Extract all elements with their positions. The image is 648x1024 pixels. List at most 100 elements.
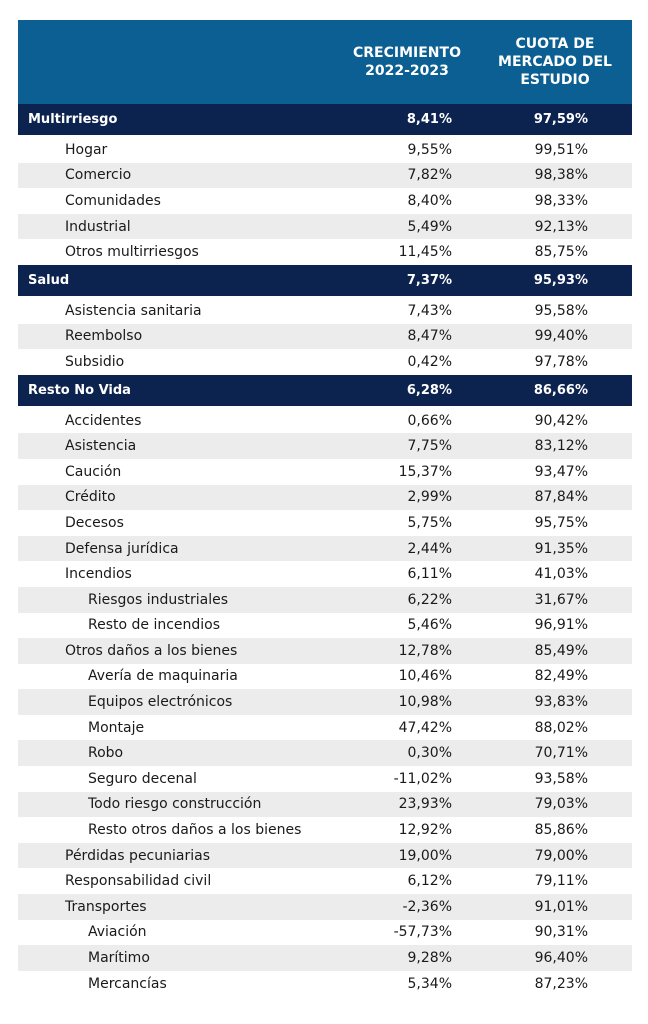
table-row: Reembolso 8,47% 99,40% [18,323,632,350]
row-share: 93,58% [534,770,588,787]
row-growth: 0,42% [407,353,452,370]
row-label: Resto otros daños a los bienes [88,822,302,839]
row-share: 95,58% [534,302,588,319]
row-label: Comercio [65,167,132,184]
group-row: Resto No Vida 6,28% 86,66% [18,374,632,406]
row-label: Montaje [88,719,145,736]
row-label: Avería de maquinaria [88,668,238,685]
table-row: Resto de incendios 5,46% 96,91% [18,613,632,639]
table-row: Otros daños a los bienes 12,78% 85,49% [18,638,632,664]
row-label: Caución [65,463,122,480]
row-share: 93,83% [534,694,588,711]
group-label: Resto No Vida [28,382,131,398]
table-row: Resto otros daños a los bienes 12,92% 85,8… [18,817,632,843]
row-share: 98,33% [534,192,588,209]
group-label: Salud [28,272,70,288]
row-label: Mercancías [88,975,167,992]
table-row: Equipos electrónicos 10,98% 93,83% [18,689,632,715]
row-growth: -57,73% [393,924,452,941]
group-growth: 8,41% [406,112,452,127]
row-label: Crédito [65,489,116,506]
row-growth: 12,92% [398,822,452,839]
table-row: Hogar 9,55% 99,51% [18,137,632,163]
row-growth: 9,55% [407,141,452,158]
row-growth: -2,36% [402,898,452,915]
row-share: 92,13% [534,218,588,235]
row-label: Riesgos industriales [88,591,229,608]
table-row: Asistencia sanitaria 7,43% 95,58% [18,298,632,324]
row-growth: 7,75% [407,438,452,455]
row-share: 83,12% [534,438,588,455]
row-share: 95,75% [534,514,588,531]
row-share: 99,51% [534,141,588,158]
row-growth: 6,11% [407,566,452,583]
row-share: 85,49% [534,642,588,659]
row-share: 88,02% [534,719,588,736]
row-growth: 10,46% [398,668,452,685]
header-growth-label: CRECIMIENTO 2022-2023 [353,45,461,79]
row-growth: 7,82% [407,167,452,184]
row-label: Robo [88,745,124,762]
group-share: 95,93% [533,272,588,288]
row-share: 87,84% [534,489,588,506]
table-row: Robo 0,30% 70,71% [18,740,632,767]
table-row: Asistencia 7,75% 83,12% [18,433,632,459]
row-label: Aviación [88,924,147,941]
row-growth: 0,66% [407,412,452,429]
row-growth: 2,44% [407,540,452,557]
row-growth: 8,40% [407,192,452,209]
group-label: Multirriesgo [28,112,118,127]
header-blank [18,20,336,104]
row-label: Incendios [65,566,132,583]
row-label: Reembolso [65,328,143,345]
row-growth: 47,42% [398,719,452,736]
market-share-table: CRECIMIENTO 2022-2023 CUOTA DE MERCADO D… [18,20,632,996]
group-growth: 6,28% [406,382,452,398]
table-row: Industrial 5,49% 92,13% [18,213,632,240]
table-row: Crédito 2,99% 87,84% [18,484,632,511]
table-row: Defensa jurídica 2,44% 91,35% [18,535,632,562]
table-header: CRECIMIENTO 2022-2023 CUOTA DE MERCADO D… [18,20,632,104]
row-growth: 9,28% [407,950,452,967]
row-label: Defensa jurídica [65,540,179,557]
row-label: Industrial [65,218,131,235]
row-growth: 19,00% [398,847,452,864]
row-growth: 5,46% [407,617,452,634]
table-row: Montaje 47,42% 88,02% [18,715,632,741]
row-growth: 8,47% [407,328,452,345]
header-share-label: CUOTA DE MERCADO DEL ESTUDIO [498,36,612,88]
table-row: Riesgos industriales 6,22% 31,67% [18,586,632,613]
header-growth: CRECIMIENTO 2022-2023 [336,20,478,104]
table-row: Caución 15,37% 93,47% [18,459,632,485]
group-growth: 7,37% [406,272,452,288]
row-growth: 2,99% [407,489,452,506]
row-label: Todo riesgo construcción [88,796,262,813]
table-row: Responsabilidad civil 6,12% 79,11% [18,868,632,894]
group-row: Multirriesgo 8,41% 97,59% [18,104,632,135]
table-row: Incendios 6,11% 41,03% [18,561,632,587]
row-label: Transportes [65,898,147,915]
row-growth: 5,75% [407,514,452,531]
row-label: Seguro decenal [88,770,197,787]
table-row: Mercancías 5,34% 87,23% [18,971,632,997]
table-row: Otros multirriesgos 11,45% 85,75% [18,239,632,265]
row-share: 79,11% [534,873,588,890]
row-share: 82,49% [534,668,588,685]
table-row: Comunidades 8,40% 98,33% [18,188,632,214]
row-share: 91,01% [534,898,588,915]
row-label: Decesos [65,514,124,531]
table-body: Multirriesgo 8,41% 97,59% Hogar 9,55% 99,51% C… [18,104,632,996]
row-label: Hogar [65,141,108,158]
table-row: Transportes -2,36% 91,01% [18,894,632,920]
row-share: 90,42% [534,412,588,429]
row-share: 31,67% [534,591,588,608]
table-row: Marítimo 9,28% 96,40% [18,945,632,971]
table-row: Aviación -57,73% 90,31% [18,920,632,946]
row-growth: 12,78% [398,642,452,659]
row-growth: 6,22% [407,591,452,608]
group-row: Salud 7,37% 95,93% [18,264,632,296]
row-share: 93,47% [534,463,588,480]
row-label: Asistencia sanitaria [65,302,202,319]
row-growth: -11,02% [393,770,452,787]
row-share: 87,23% [534,975,588,992]
